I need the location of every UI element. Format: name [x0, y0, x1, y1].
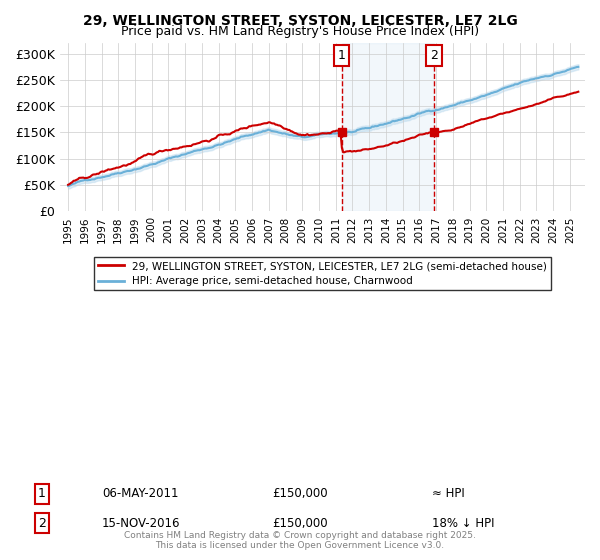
Text: 15-NOV-2016: 15-NOV-2016: [102, 516, 181, 530]
Text: 2: 2: [38, 516, 46, 530]
Text: 2: 2: [430, 49, 438, 62]
Text: 18% ↓ HPI: 18% ↓ HPI: [432, 516, 494, 530]
Text: £150,000: £150,000: [272, 516, 328, 530]
Text: 06-MAY-2011: 06-MAY-2011: [102, 487, 179, 501]
Text: ≈ HPI: ≈ HPI: [432, 487, 465, 501]
Text: Price paid vs. HM Land Registry's House Price Index (HPI): Price paid vs. HM Land Registry's House …: [121, 25, 479, 38]
Bar: [341, 43, 434, 212]
Text: 29, WELLINGTON STREET, SYSTON, LEICESTER, LE7 2LG: 29, WELLINGTON STREET, SYSTON, LEICESTER…: [83, 14, 517, 28]
Text: £150,000: £150,000: [272, 487, 328, 501]
Legend: 29, WELLINGTON STREET, SYSTON, LEICESTER, LE7 2LG (semi-detached house), HPI: Av: 29, WELLINGTON STREET, SYSTON, LEICESTER…: [94, 257, 551, 291]
Text: 1: 1: [338, 49, 346, 62]
Text: Contains HM Land Registry data © Crown copyright and database right 2025.
This d: Contains HM Land Registry data © Crown c…: [124, 530, 476, 550]
Text: 1: 1: [38, 487, 46, 501]
